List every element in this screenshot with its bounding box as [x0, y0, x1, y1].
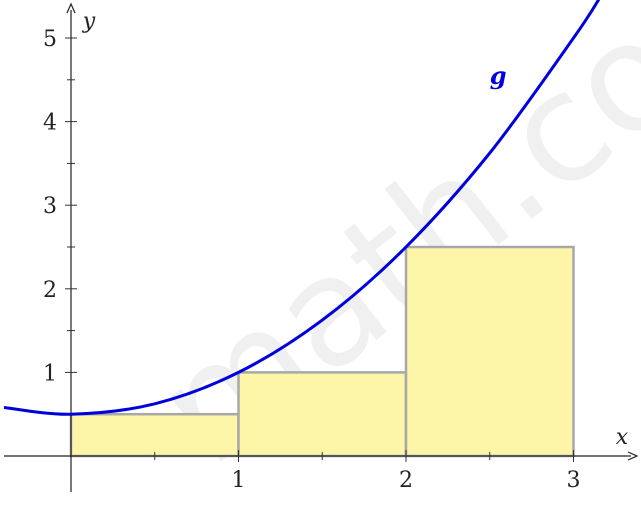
curve-g: [3, 0, 601, 416]
y-tick-label-3: 3: [43, 194, 57, 219]
riemann-rect-3: [404, 245, 575, 458]
curve-label-g: g: [490, 61, 507, 90]
x-tick-label-2: 2: [399, 468, 413, 493]
x-tick-label-3: 3: [567, 468, 581, 493]
riemann-rect-1: [69, 412, 240, 458]
x-axis-arrow: [627, 451, 639, 461]
y-tick-label-4: 4: [43, 111, 57, 136]
y-axis-label: y: [82, 9, 96, 34]
y-tick-label-1: 1: [43, 361, 57, 386]
y-tick-label-2: 2: [43, 278, 57, 303]
y-axis-arrow: [66, 2, 76, 14]
riemann-rect-2: [237, 371, 408, 458]
x-tick-label-1: 1: [232, 468, 246, 493]
y-tick-label-5: 5: [43, 27, 57, 52]
x-axis-label: x: [616, 425, 629, 450]
